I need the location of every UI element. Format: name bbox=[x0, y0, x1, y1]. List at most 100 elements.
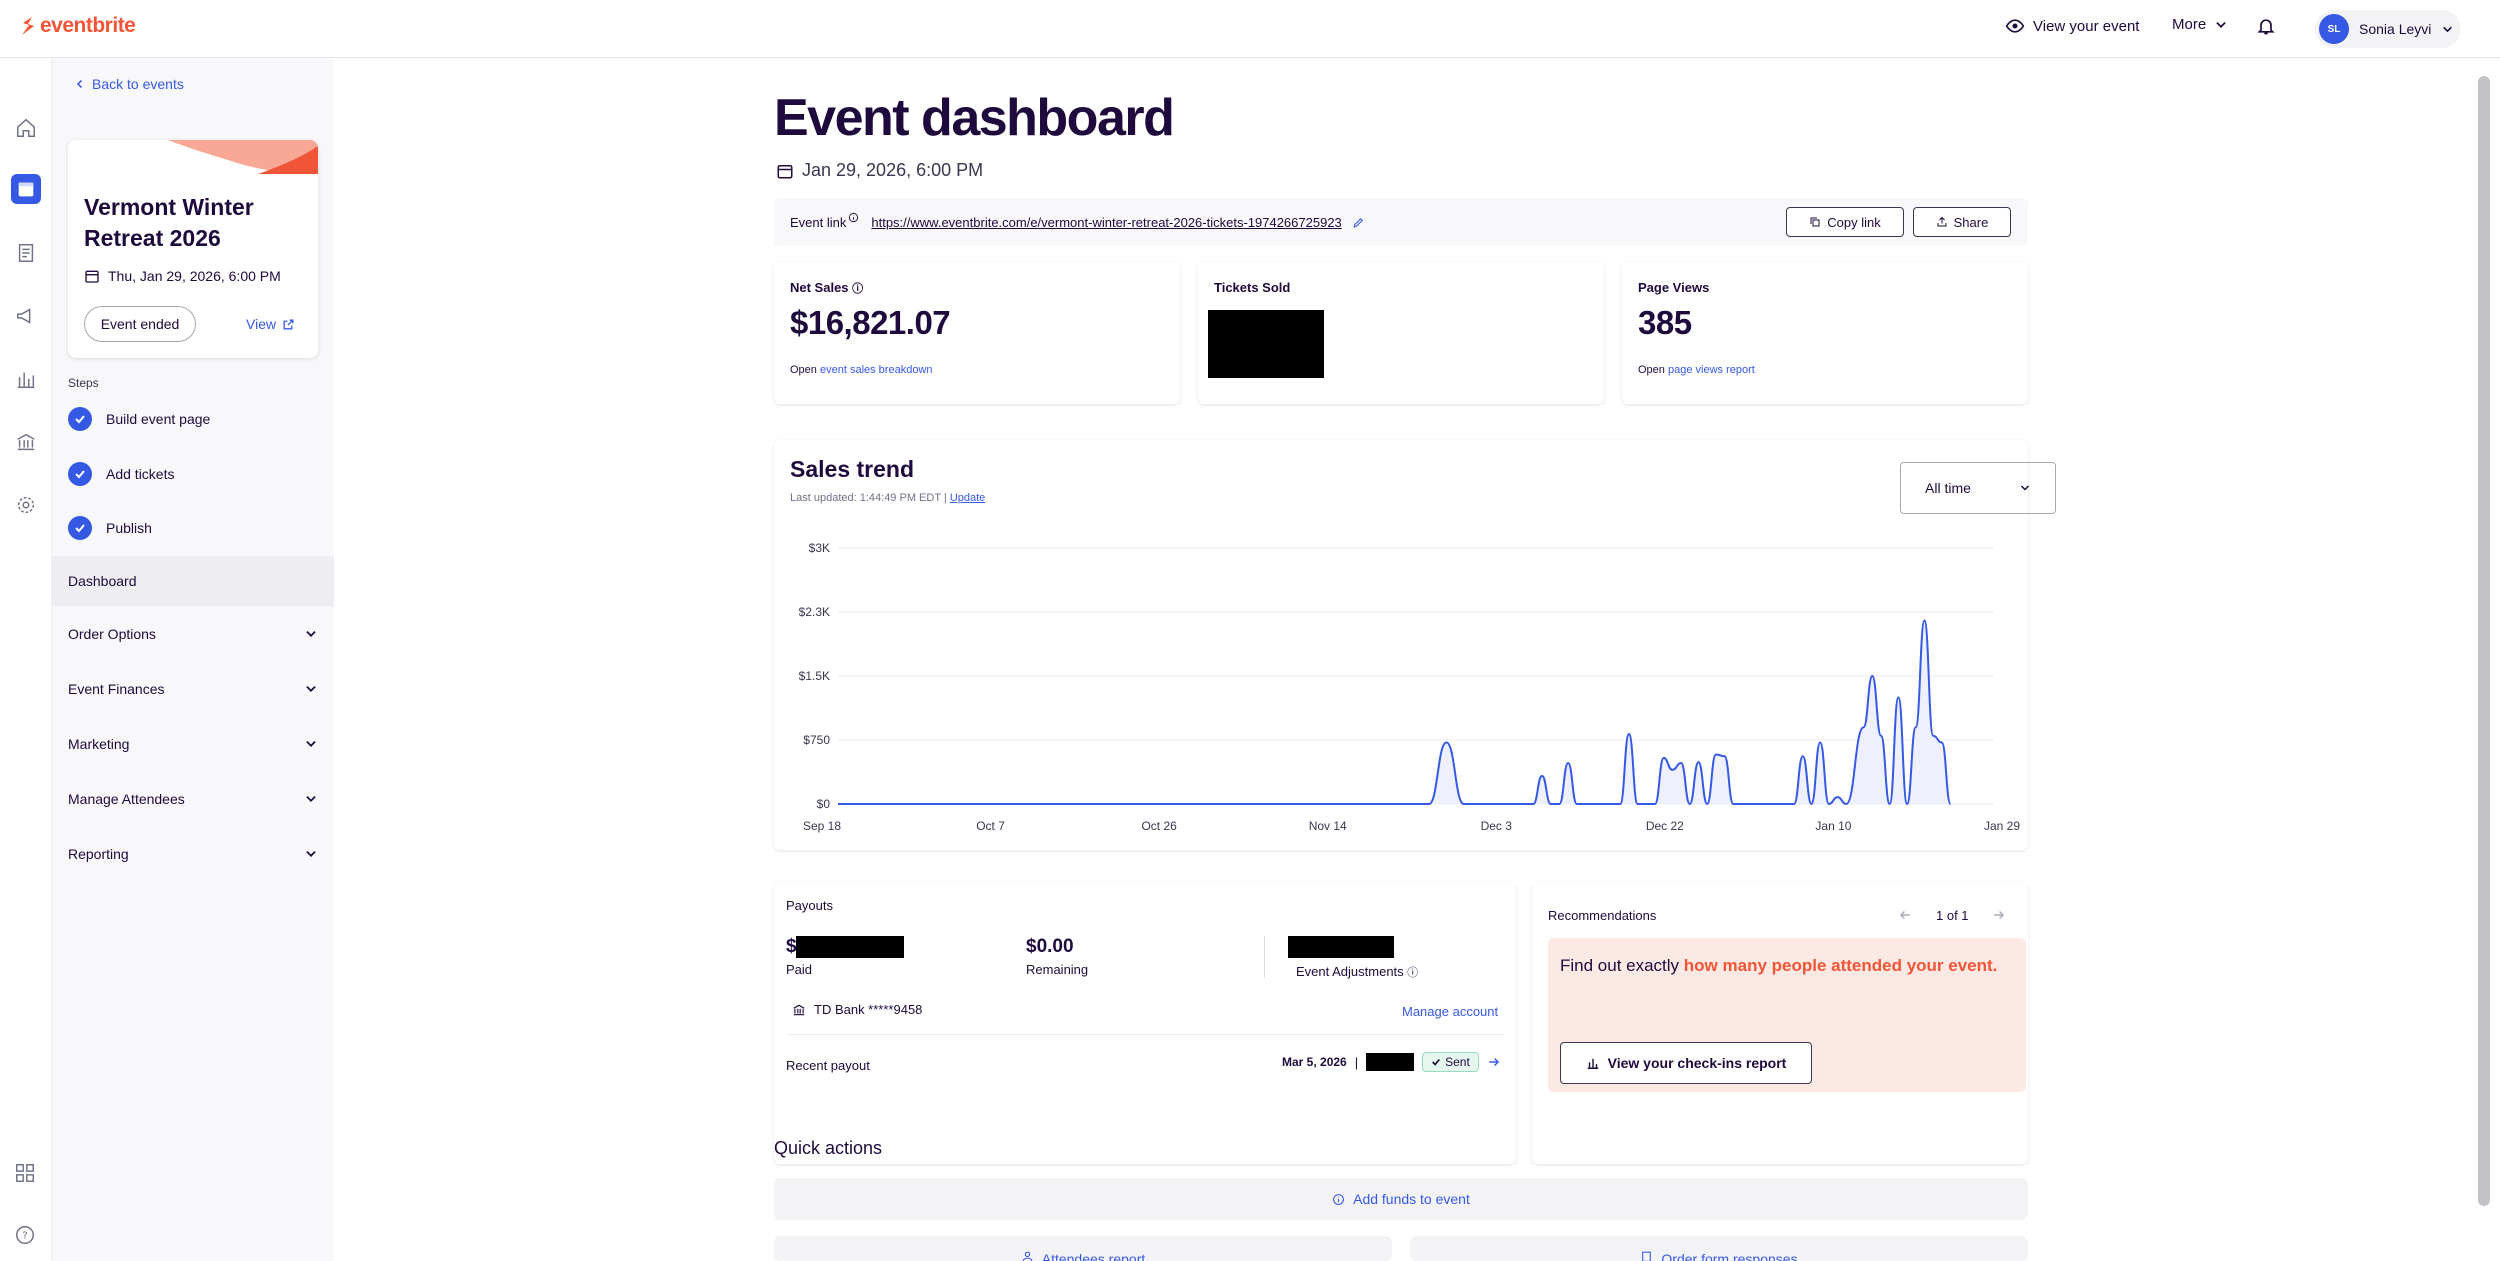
recommendations-label: Recommendations bbox=[1548, 908, 1657, 923]
calendar-icon[interactable] bbox=[11, 174, 41, 204]
bank-name: TD Bank *****9458 bbox=[814, 1002, 923, 1017]
arrow-left-icon[interactable] bbox=[1898, 908, 1912, 922]
logo-text: eventbrite bbox=[40, 14, 136, 37]
pencil-icon[interactable] bbox=[1352, 216, 1365, 229]
chevron-left-icon bbox=[76, 79, 83, 89]
x-tick-label: Jan 10 bbox=[1815, 819, 1851, 833]
info-icon[interactable]: ⓘ bbox=[852, 283, 864, 295]
recommendation-text-plain: Find out exactly bbox=[1560, 956, 1684, 975]
gear-icon[interactable] bbox=[11, 490, 41, 520]
orders-icon[interactable] bbox=[11, 238, 41, 268]
page-views-card: Page Views 385 Open page views report bbox=[1622, 262, 2028, 404]
back-label: Back to events bbox=[92, 76, 184, 92]
x-tick-label: Dec 22 bbox=[1646, 819, 1684, 833]
recommendation-text-highlight: how many people attended your event. bbox=[1683, 956, 1998, 975]
step-build-event-page[interactable]: Build event page bbox=[68, 407, 210, 431]
eye-icon bbox=[2005, 19, 2025, 33]
bank-icon[interactable] bbox=[11, 427, 41, 457]
svg-text:?: ? bbox=[22, 1231, 27, 1242]
home-icon[interactable] bbox=[11, 113, 41, 143]
time-range-select[interactable]: All time bbox=[1900, 462, 2056, 514]
recent-payout-label: Recent payout bbox=[786, 1058, 870, 1073]
sidebar-item-label: Marketing bbox=[68, 736, 130, 752]
more-menu-button[interactable]: More bbox=[2172, 16, 2228, 33]
user-menu-button[interactable]: SL Sonia Leyvi bbox=[2315, 10, 2461, 48]
step-publish[interactable]: Publish bbox=[68, 516, 152, 540]
attendees-report-label: Attendees report bbox=[1041, 1251, 1146, 1261]
order-form-responses-button[interactable]: Order form responses bbox=[1410, 1236, 2028, 1261]
info-icon[interactable] bbox=[848, 212, 859, 223]
net-sales-label-text: Net Sales bbox=[790, 280, 849, 295]
net-sales-card: Net Sales ⓘ $16,821.07 Open event sales … bbox=[774, 262, 1180, 404]
y-tick-label: $1.5K bbox=[799, 669, 830, 683]
sidebar-item-reporting[interactable]: Reporting bbox=[68, 846, 318, 862]
bar-chart-icon bbox=[1587, 1058, 1598, 1069]
y-tick-label: $3K bbox=[809, 541, 830, 555]
chevron-down-icon bbox=[306, 686, 316, 692]
divider bbox=[786, 1034, 1504, 1035]
bell-icon bbox=[2257, 19, 2275, 35]
sidebar-item-marketing[interactable]: Marketing bbox=[68, 736, 318, 752]
event-title: Vermont Winter Retreat 2026 bbox=[84, 194, 254, 251]
bank-account: TD Bank *****9458 bbox=[792, 1002, 922, 1017]
event-sales-breakdown-link[interactable]: event sales breakdown bbox=[819, 364, 933, 376]
sidebar-item-label: Order Options bbox=[68, 626, 156, 642]
page-views-sub: Open page views report bbox=[1638, 364, 1755, 376]
sidebar-item-event-finances[interactable]: Event Finances bbox=[68, 681, 318, 697]
megaphone-icon[interactable] bbox=[11, 301, 41, 331]
add-funds-button[interactable]: Add funds to event bbox=[774, 1178, 2028, 1220]
chevron-down-icon bbox=[306, 741, 316, 747]
chevron-down-icon bbox=[2443, 26, 2453, 32]
check-icon bbox=[68, 516, 92, 540]
add-funds-label: Add funds to event bbox=[1353, 1191, 1470, 1207]
view-your-event-button[interactable]: View your event bbox=[2005, 16, 2139, 36]
net-sales-label: Net Sales ⓘ bbox=[790, 280, 863, 296]
event-link-label: Event link bbox=[790, 214, 847, 230]
event-url-link[interactable]: https://www.eventbrite.com/e/vermont-win… bbox=[871, 214, 1342, 230]
copy-link-button[interactable]: Copy link bbox=[1786, 207, 1904, 237]
sidebar-item-manage-attendees[interactable]: Manage Attendees bbox=[68, 791, 318, 807]
view-check-ins-report-button[interactable]: View your check-ins report bbox=[1560, 1042, 1812, 1084]
chevron-down-icon bbox=[2020, 485, 2030, 491]
page-views-report-link[interactable]: page views report bbox=[1667, 364, 1755, 376]
step-add-tickets[interactable]: Add tickets bbox=[68, 462, 174, 486]
back-to-events-link[interactable]: Back to events bbox=[74, 76, 184, 92]
update-link[interactable]: Update bbox=[949, 492, 986, 504]
event-sidebar: Back to events Vermont Winter Retreat 20… bbox=[52, 58, 334, 1261]
person-icon bbox=[1022, 1251, 1033, 1261]
event-adjustments-text: Event Adjustments bbox=[1296, 964, 1404, 979]
check-icon bbox=[68, 407, 92, 431]
help-icon[interactable]: ? bbox=[14, 1224, 36, 1246]
last-updated: Last updated: 1:44:49 PM EDT | Update bbox=[790, 492, 985, 504]
share-button[interactable]: Share bbox=[1913, 207, 2011, 237]
sidebar-item-order-options[interactable]: Order Options bbox=[68, 626, 318, 642]
attendees-report-button[interactable]: Attendees report bbox=[774, 1236, 1392, 1261]
chevron-down-icon bbox=[306, 851, 316, 857]
sales-trend-chart: $0 $750 $1.5K $2.3K $3K Sep 18 Oct 7 Oct 26 Nov … bbox=[799, 541, 2021, 833]
recent-payout-row[interactable]: Mar 5, 2026 | Sent bbox=[1282, 1052, 1501, 1072]
manage-account-link[interactable]: Manage account bbox=[1402, 1004, 1499, 1019]
bar-chart-icon[interactable] bbox=[11, 364, 41, 394]
chevron-down-icon bbox=[306, 631, 316, 637]
redacted-paid-value bbox=[796, 936, 904, 958]
sidebar-item-dashboard[interactable]: Dashboard bbox=[52, 556, 334, 606]
scrollbar-thumb[interactable] bbox=[2478, 76, 2490, 1206]
info-icon[interactable]: ⓘ bbox=[1407, 967, 1419, 979]
payout-status-text: Sent bbox=[1445, 1055, 1470, 1069]
arrow-right-icon[interactable] bbox=[1992, 908, 2006, 922]
redacted-payout-amount bbox=[1366, 1053, 1415, 1071]
y-tick-label: $2.3K bbox=[799, 605, 830, 619]
event-date-text: Thu, Jan 29, 2026, 6:00 PM bbox=[108, 268, 281, 284]
app-grid-icon[interactable] bbox=[14, 1162, 36, 1184]
copy-icon bbox=[1810, 217, 1820, 227]
calendar-clock-icon bbox=[777, 164, 793, 178]
notifications-button[interactable] bbox=[2256, 16, 2276, 36]
view-event-link[interactable]: View bbox=[246, 316, 295, 332]
separator: | bbox=[1354, 1054, 1359, 1070]
x-tick-label: Dec 3 bbox=[1481, 819, 1513, 833]
redacted-adjustments-value bbox=[1288, 936, 1394, 958]
eventbrite-mark-icon bbox=[22, 17, 34, 35]
eventbrite-logo[interactable]: eventbrite bbox=[20, 14, 136, 38]
step-label: Publish bbox=[106, 520, 152, 536]
net-sales-value: $16,821.07 bbox=[790, 304, 951, 341]
